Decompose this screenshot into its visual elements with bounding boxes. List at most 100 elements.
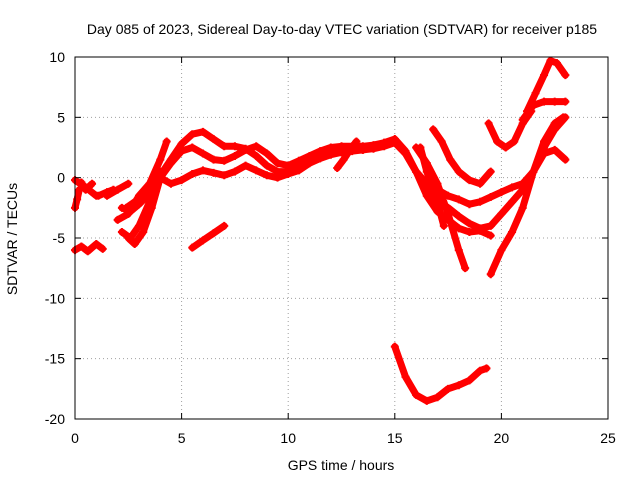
data-point bbox=[230, 167, 239, 176]
tick-labels: 0 5 10 15 20 25 -20 -15 -10 -5 0 5 10 bbox=[45, 49, 616, 446]
data-point bbox=[305, 159, 314, 168]
data-point bbox=[518, 115, 527, 124]
data-point bbox=[550, 97, 559, 106]
data-point bbox=[230, 151, 239, 160]
data-point bbox=[73, 195, 82, 204]
data-point bbox=[252, 151, 261, 160]
axis-ticks bbox=[74, 56, 609, 420]
data-point bbox=[147, 203, 156, 212]
data-point bbox=[529, 167, 538, 176]
x-tick-label: 20 bbox=[494, 430, 510, 446]
data-point bbox=[540, 71, 549, 80]
data-point bbox=[177, 176, 186, 185]
data-point bbox=[476, 197, 485, 206]
series-trace-17 bbox=[391, 343, 490, 405]
data-point bbox=[476, 179, 485, 188]
data-point bbox=[339, 155, 348, 164]
data-point bbox=[446, 155, 455, 164]
data-point bbox=[540, 143, 549, 152]
data-point bbox=[465, 376, 474, 385]
data-point bbox=[113, 185, 122, 194]
series-trace-24 bbox=[523, 57, 569, 115]
data-point bbox=[209, 155, 218, 164]
data-point bbox=[117, 227, 126, 236]
data-point bbox=[156, 173, 165, 182]
data-point bbox=[188, 170, 197, 179]
series-trace-21 bbox=[487, 113, 569, 278]
data-point bbox=[145, 191, 154, 200]
data-point bbox=[497, 188, 506, 197]
data-point bbox=[433, 197, 442, 206]
data-point bbox=[561, 155, 570, 164]
data-point bbox=[486, 167, 495, 176]
y-tick-label: -15 bbox=[45, 351, 65, 367]
data-point bbox=[561, 97, 570, 106]
data-point bbox=[88, 179, 97, 188]
data-point bbox=[188, 130, 197, 139]
data-point bbox=[102, 191, 111, 200]
data-point bbox=[273, 173, 282, 182]
data-point bbox=[262, 161, 271, 170]
data-point bbox=[284, 161, 293, 170]
x-tick-label: 15 bbox=[387, 430, 403, 446]
data-point bbox=[198, 236, 207, 245]
data-point bbox=[346, 145, 355, 154]
data-point bbox=[130, 240, 139, 249]
data-point bbox=[188, 143, 197, 152]
data-point bbox=[162, 137, 171, 146]
data-point bbox=[358, 145, 367, 154]
data-point bbox=[139, 227, 148, 236]
data-point bbox=[476, 366, 485, 375]
data-point bbox=[380, 142, 389, 151]
data-point bbox=[454, 224, 463, 233]
grid-lines bbox=[75, 57, 608, 419]
data-point bbox=[294, 166, 303, 175]
data-point bbox=[454, 246, 463, 255]
data-point bbox=[113, 215, 122, 224]
data-point bbox=[550, 145, 559, 154]
x-axis-label: GPS time / hours bbox=[288, 457, 395, 473]
data-point bbox=[98, 244, 107, 253]
data-point bbox=[465, 176, 474, 185]
data-point bbox=[230, 142, 239, 151]
data-point bbox=[198, 127, 207, 136]
chart-title: Day 085 of 2023, Sidereal Day-to-day VTE… bbox=[87, 21, 597, 37]
data-point bbox=[198, 149, 207, 158]
series-trace-16 bbox=[333, 138, 360, 172]
data-point bbox=[454, 381, 463, 390]
data-point bbox=[412, 167, 421, 176]
data-point bbox=[220, 142, 229, 151]
data-point bbox=[486, 221, 495, 230]
data-point bbox=[454, 212, 463, 221]
data-point bbox=[124, 179, 133, 188]
x-tick-label: 10 bbox=[280, 430, 296, 446]
data-point bbox=[510, 137, 519, 146]
data-point bbox=[166, 179, 175, 188]
data-point bbox=[531, 89, 540, 98]
y-tick-label: -5 bbox=[53, 230, 66, 246]
data-point bbox=[476, 224, 485, 233]
data-point bbox=[444, 209, 453, 218]
data-point bbox=[188, 243, 197, 252]
data-layer bbox=[71, 56, 570, 405]
x-tick-label: 5 bbox=[178, 430, 186, 446]
series-trace-7 bbox=[114, 138, 171, 224]
data-point bbox=[124, 234, 133, 242]
data-point bbox=[540, 97, 549, 106]
data-point bbox=[444, 384, 453, 393]
data-point bbox=[326, 145, 335, 154]
data-point bbox=[134, 221, 143, 230]
data-point bbox=[550, 125, 559, 134]
data-point bbox=[439, 221, 448, 230]
data-point bbox=[561, 113, 570, 122]
data-point bbox=[81, 185, 90, 194]
data-point bbox=[316, 151, 325, 160]
data-point bbox=[401, 372, 410, 381]
data-point bbox=[482, 364, 491, 373]
data-point bbox=[508, 183, 517, 192]
data-point bbox=[166, 159, 175, 168]
data-point bbox=[486, 270, 495, 279]
data-point bbox=[508, 197, 517, 206]
data-point bbox=[422, 167, 431, 176]
